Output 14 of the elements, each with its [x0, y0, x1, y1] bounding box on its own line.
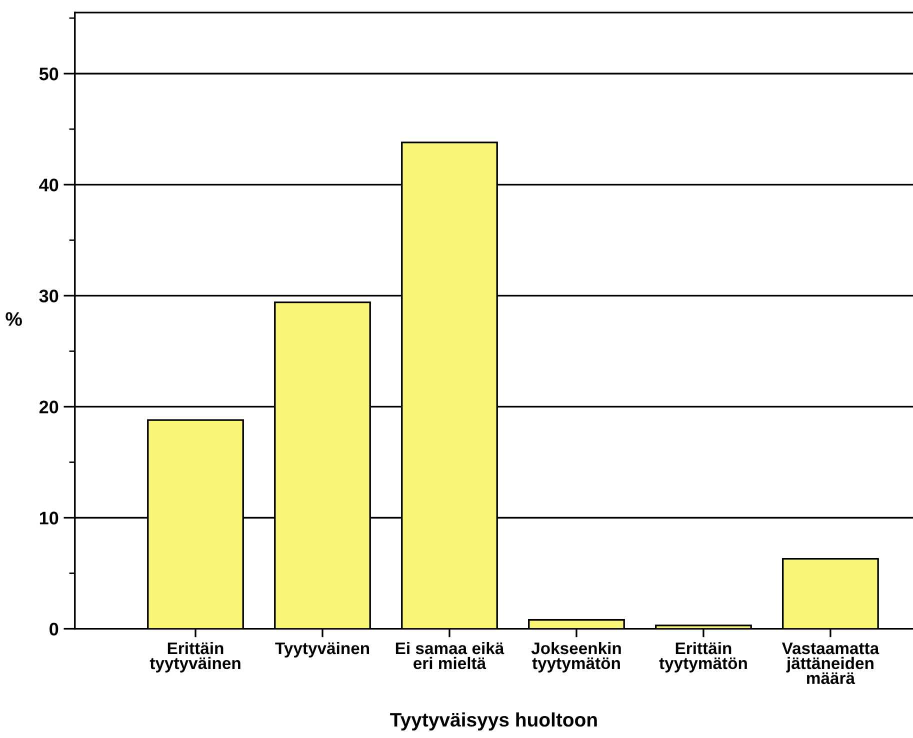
x-tick-label: Tyytyväinen [275, 642, 370, 658]
y-tick-label: 10 [40, 512, 58, 524]
x-axis-title: Tyytyväisyys huoltoon [390, 712, 597, 730]
x-tick-label: Erittäin tyytymätön [659, 642, 747, 672]
y-tick-label: 20 [39, 400, 58, 414]
x-tick-label: Jokseenkin tyytymätön [531, 642, 621, 672]
x-tick-label: Ei samaa eikä eri mieltä [396, 642, 504, 670]
y-tick-label: 50 [39, 68, 58, 80]
x-tick-label: Erittäin tyytyväinen [150, 642, 240, 672]
y-tick-label: 40 [39, 178, 58, 192]
y-axis-title: % [6, 312, 22, 326]
y-tick-label: 0 [50, 622, 58, 636]
y-tick-label: 30 [39, 290, 58, 302]
x-tick-label: Vastaamatta jättäneiden määrä [782, 642, 880, 684]
